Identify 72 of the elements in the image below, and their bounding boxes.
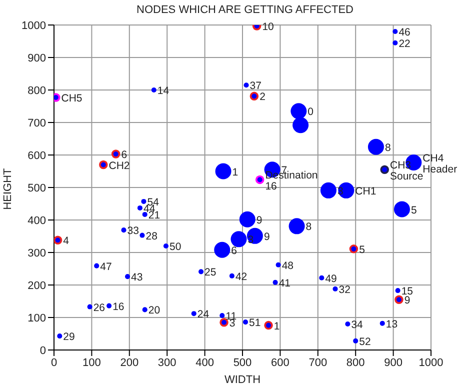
x-axis-title: WIDTH: [224, 374, 261, 384]
annotation: 5: [410, 204, 417, 216]
x-tick-label: 900: [384, 356, 402, 369]
annotation: CH2: [108, 160, 130, 172]
annotation: 26: [93, 302, 106, 314]
annotation: 41: [278, 277, 291, 290]
y-tick-label: 100: [28, 312, 46, 324]
annotation: 46: [398, 26, 411, 38]
annotation: 9: [256, 214, 262, 226]
y-tick-label: 900: [28, 52, 46, 64]
annotation: 25: [204, 266, 216, 279]
annotation: 14: [157, 85, 170, 97]
y-tick-label: 500: [28, 182, 46, 194]
annotation: 34: [351, 319, 364, 331]
annotation: CH4: [422, 152, 444, 164]
annotation: 2: [260, 91, 266, 104]
annotation: 9: [264, 230, 270, 243]
annotation: 6: [121, 149, 128, 162]
annotation: 3: [337, 185, 344, 198]
annotation: 9: [404, 294, 410, 307]
annotation: 22: [398, 38, 411, 50]
annotation: 16: [265, 180, 278, 193]
y-tick-label: 400: [28, 214, 46, 227]
annotation: 29: [63, 331, 76, 344]
annotation: 33: [127, 225, 140, 238]
x-tick-label: 0: [50, 356, 58, 369]
annotation: CH5: [61, 92, 82, 104]
x-tick-label: 500: [233, 356, 252, 369]
y-axis-title: HEIGHT: [2, 168, 14, 210]
y-tick-label: 200: [28, 280, 46, 292]
annotation: 52: [359, 336, 371, 348]
x-tick-label: 800: [346, 356, 365, 369]
annotation: 1: [232, 166, 238, 178]
annotation: 0: [308, 106, 314, 118]
annotation: 13: [386, 318, 398, 330]
annotation: 8: [384, 142, 391, 154]
annotation: 1: [274, 320, 280, 332]
x-tick-label: 400: [196, 356, 214, 369]
y-tick-label: 600: [28, 150, 46, 162]
y-tick-label: 300: [28, 247, 46, 260]
x-tick-label: 100: [82, 356, 101, 369]
annotation: Header: [422, 163, 458, 176]
annotation: 49: [325, 272, 338, 285]
annotation: 10: [262, 20, 274, 33]
annotation: 37: [250, 80, 262, 92]
x-tick-label: 200: [120, 356, 139, 369]
x-tick-label: 1000: [418, 356, 444, 369]
annotation: 28: [146, 230, 158, 242]
y-tick-label: 0: [40, 344, 46, 357]
annotation: 24: [197, 308, 210, 321]
x-tick-label: 300: [158, 356, 176, 369]
annotation: 51: [249, 317, 261, 330]
annotation: 47: [100, 260, 112, 273]
annotation: 6: [231, 244, 238, 257]
y-tick-label: 1000: [22, 20, 46, 32]
annotation: 32: [338, 284, 351, 296]
y-tick-label: 800: [28, 84, 46, 97]
annotation: 43: [131, 272, 143, 284]
chart-title: NODES WHICH ARE GETTING AFFECTED: [136, 4, 354, 16]
annotation: 4: [63, 235, 70, 248]
annotation: CH1: [355, 185, 376, 198]
x-tick-label: 700: [308, 356, 328, 369]
annotation: 5: [359, 244, 366, 256]
annotation: 8: [306, 221, 312, 234]
y-tick-label: 700: [28, 117, 46, 130]
annotation: 48: [282, 260, 294, 272]
annotation: 50: [170, 241, 182, 253]
annotation: 20: [148, 304, 160, 317]
x-tick-label: 600: [271, 356, 290, 369]
annotation: 42: [235, 270, 248, 283]
annotation: 16: [112, 300, 124, 313]
annotation: Source: [390, 170, 424, 183]
